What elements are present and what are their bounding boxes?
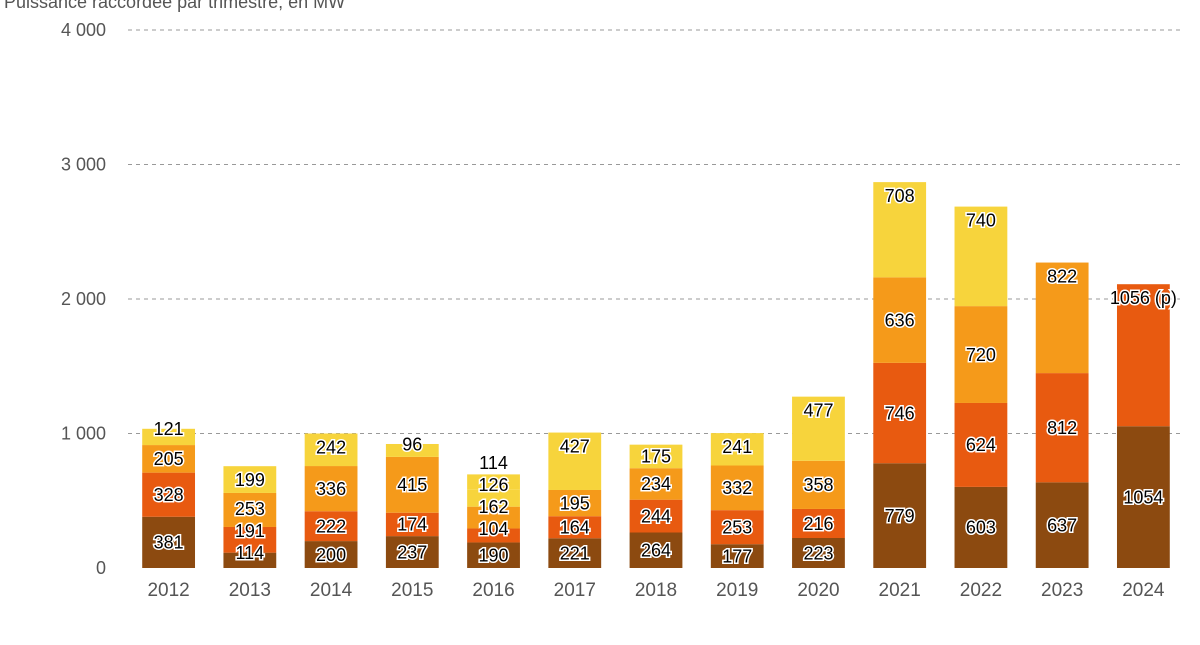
bar-value-label: 381 — [154, 533, 184, 553]
x-tick-label: 2016 — [472, 580, 514, 601]
bar-value-label: 264 — [641, 541, 671, 561]
x-tick-label: 2021 — [879, 580, 921, 601]
bar-value-label: 720 — [966, 345, 996, 365]
bar-value-label: 603 — [966, 518, 996, 538]
x-tick-label: 2022 — [960, 580, 1002, 601]
x-tick-label: 2020 — [797, 580, 839, 601]
x-tick-label: 2015 — [391, 580, 433, 601]
chart-title: Puissance raccordée par trimestre, en MW — [4, 0, 345, 13]
bar-value-label: 114 — [235, 543, 264, 563]
y-tick-label: 1 000 — [61, 424, 106, 444]
bar-value-label: 223 — [803, 543, 833, 563]
bar-value-label: 332 — [722, 478, 752, 498]
bar-value-label: 114 — [479, 453, 508, 473]
bar-value-label: 177 — [722, 546, 752, 566]
bar-value-label: 253 — [722, 517, 752, 537]
x-tick-label: 2019 — [716, 580, 758, 601]
bar-value-label: 237 — [397, 542, 427, 562]
y-tick-label: 2 000 — [61, 289, 106, 309]
bar-value-label: 221 — [560, 543, 590, 563]
bar-value-label: 812 — [1047, 418, 1077, 438]
y-tick-label: 0 — [96, 558, 106, 578]
bar-value-label: 241 — [722, 437, 752, 457]
bar-value-label: 427 — [560, 437, 590, 457]
bar-value-label: 195 — [560, 493, 590, 513]
bar-value-label: 746 — [885, 403, 915, 423]
bar-value-label: 175 — [641, 447, 671, 467]
x-tick-label: 2017 — [554, 580, 596, 601]
bar-value-label: 104 — [479, 519, 509, 539]
bar-value-label: 199 — [235, 470, 265, 490]
bar-value-label: 740 — [966, 211, 996, 231]
bar-value-label: 779 — [885, 506, 915, 526]
chart-svg: 0 1 000 2 000 3 000 4 000 2012 2013 2014 2015 201… — [0, 0, 1200, 640]
bar-value-label: 636 — [885, 310, 915, 330]
bar-value-label: 164 — [560, 518, 590, 538]
bar-value-label: 174 — [397, 515, 427, 535]
bar-value-label: 358 — [803, 475, 833, 495]
bar-value-label: 222 — [316, 516, 346, 536]
bar-value-label: 191 — [235, 521, 265, 541]
x-tick-label: 2012 — [147, 580, 189, 601]
x-tick-label: 2024 — [1122, 580, 1165, 601]
bar-value-label: 336 — [316, 479, 346, 499]
x-tick-label: 2023 — [1041, 580, 1083, 601]
y-tick-label: 4 000 — [61, 20, 106, 40]
bar-value-label: 708 — [885, 186, 915, 206]
bar-value-label: 328 — [154, 485, 184, 505]
bar-value-label: 234 — [641, 474, 671, 494]
bar-value-label: 822 — [1047, 267, 1077, 287]
bar-value-label: 253 — [235, 499, 265, 519]
x-tick-label: 2013 — [229, 580, 271, 601]
bar-value-label: 190 — [479, 546, 509, 566]
bar-value-label: 162 — [479, 497, 509, 517]
bar-value-label: 477 — [803, 401, 833, 421]
bar-value-label: 200 — [316, 545, 346, 565]
bar-value-label: 244 — [641, 506, 671, 526]
y-tick-label: 3 000 — [61, 155, 106, 175]
bar-value-label: 121 — [154, 419, 184, 439]
bar-value-label: 96 — [402, 434, 422, 454]
bar-value-label: 624 — [966, 435, 996, 455]
chart-container: Puissance raccordée par trimestre, en MW… — [0, 0, 1200, 640]
x-tick-label: 2018 — [635, 580, 677, 601]
bar-value-label: 126 — [479, 475, 509, 495]
bar-value-label: 1056 (p) — [1110, 288, 1177, 308]
bar-value-label: 637 — [1047, 515, 1077, 535]
bar-value-label: 415 — [397, 475, 427, 495]
bar-value-label: 1054 — [1123, 487, 1163, 507]
bar-value-label: 205 — [154, 449, 184, 469]
bar-value-label: 242 — [316, 438, 346, 458]
bar-value-label: 216 — [803, 514, 833, 534]
x-tick-label: 2014 — [310, 580, 353, 601]
